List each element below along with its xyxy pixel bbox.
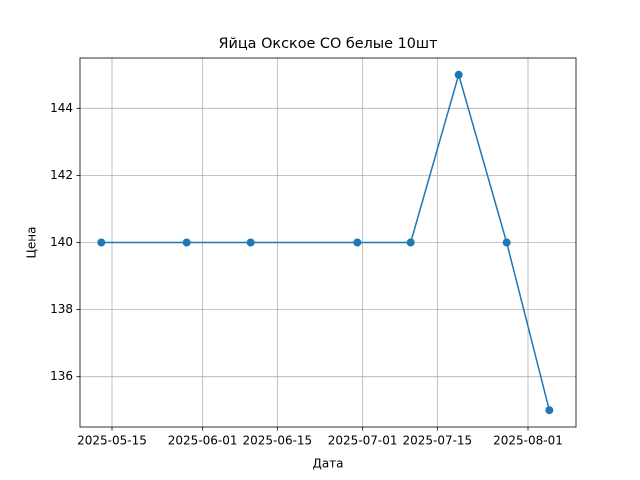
plot-frame [79,57,577,428]
y-axis-label: Цена [25,227,39,259]
series-line [101,72,551,411]
x-tick-label: 2025-05-15 [77,434,147,448]
x-tick-label: 2025-08-01 [493,434,563,448]
y-tick-label: 144 [50,101,73,115]
data-point [406,238,415,247]
y-tick-label: 140 [50,235,73,249]
x-tick-label: 2025-07-01 [328,434,398,448]
chart-title: Яйца Окское СО белые 10шт [219,36,438,52]
data-point [182,238,191,247]
x-tick-label: 2025-06-01 [168,434,238,448]
x-axis-label: Дата [312,457,343,471]
x-tick-label: 2025-07-15 [402,434,472,448]
data-point [502,238,511,247]
data-point [246,238,255,247]
y-tick-label: 138 [50,302,73,316]
y-tick-label: 142 [50,168,73,182]
data-point [353,238,362,247]
data-point [97,238,106,247]
data-point [454,70,463,79]
data-point [545,406,554,415]
y-tick-label: 136 [50,369,73,383]
x-tick-label: 2025-06-15 [242,434,312,448]
